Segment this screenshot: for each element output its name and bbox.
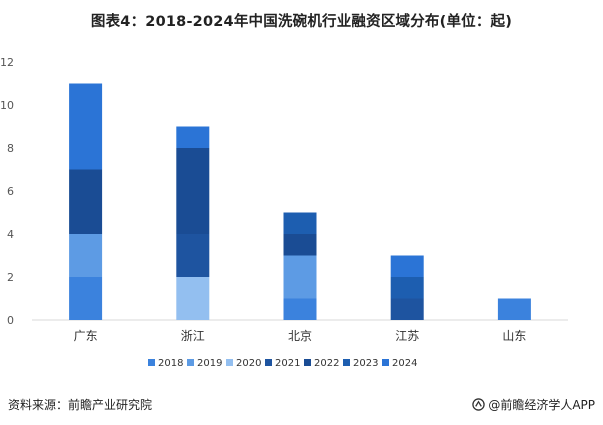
- legend-label: 2019: [197, 358, 222, 369]
- bar-segment-2018: [497, 298, 531, 320]
- y-tick-label: 2: [7, 271, 14, 284]
- bar-segment-2024: [176, 126, 210, 148]
- legend-swatch: [304, 359, 311, 366]
- y-tick-label: 4: [7, 228, 14, 241]
- y-tick-label: 6: [7, 185, 14, 198]
- bar-segment-2022: [176, 148, 210, 234]
- bar-segment-2024: [390, 255, 424, 277]
- bar-segment-2021: [390, 298, 424, 320]
- legend-swatch: [148, 359, 155, 366]
- bar-segment-2018: [69, 277, 103, 320]
- brand-logo-icon: [472, 398, 486, 411]
- x-tick-label: 北京: [288, 329, 312, 343]
- x-tick-label: 山东: [502, 329, 526, 343]
- x-tick-label: 江苏: [395, 329, 419, 343]
- brand-credit: @前瞻经济学人APP: [472, 396, 595, 413]
- legend-label: 2024: [392, 358, 417, 369]
- bar-segment-2019: [69, 234, 103, 277]
- y-tick-label: 10: [0, 99, 14, 112]
- bar-segment-2023: [390, 277, 424, 299]
- y-tick-label: 8: [7, 142, 14, 155]
- legend-label: 2021: [275, 358, 300, 369]
- bar-segment-2022: [283, 234, 317, 256]
- y-tick-label: 0: [7, 314, 14, 327]
- legend-label: 2023: [353, 358, 378, 369]
- bar-segment-2024: [69, 83, 103, 170]
- bar-segment-2018: [283, 298, 317, 320]
- legend-swatch: [382, 359, 389, 366]
- source-note: 资料来源：前瞻产业研究院: [8, 398, 153, 412]
- legend-label: 2022: [314, 358, 339, 369]
- legend-swatch: [265, 359, 272, 366]
- x-tick-label: 广东: [74, 329, 98, 343]
- bar-segment-2021: [176, 234, 210, 277]
- x-tick-label: 浙江: [181, 329, 205, 343]
- legend-swatch: [226, 359, 233, 366]
- bar-segment-2023: [283, 212, 317, 234]
- chart-title: 图表4：2018-2024年中国洗碗机行业融资区域分布(单位：起): [90, 14, 513, 30]
- legend-label: 2018: [158, 358, 183, 369]
- bar-segment-2020: [176, 277, 210, 320]
- brand-text: @前瞻经济学人APP: [488, 398, 595, 412]
- legend-swatch: [187, 359, 194, 366]
- legend-swatch: [343, 359, 350, 366]
- bar-segment-2019: [283, 255, 317, 299]
- bar-segment-2022: [69, 169, 103, 234]
- legend-label: 2020: [236, 358, 261, 369]
- y-tick-label: 12: [0, 56, 14, 69]
